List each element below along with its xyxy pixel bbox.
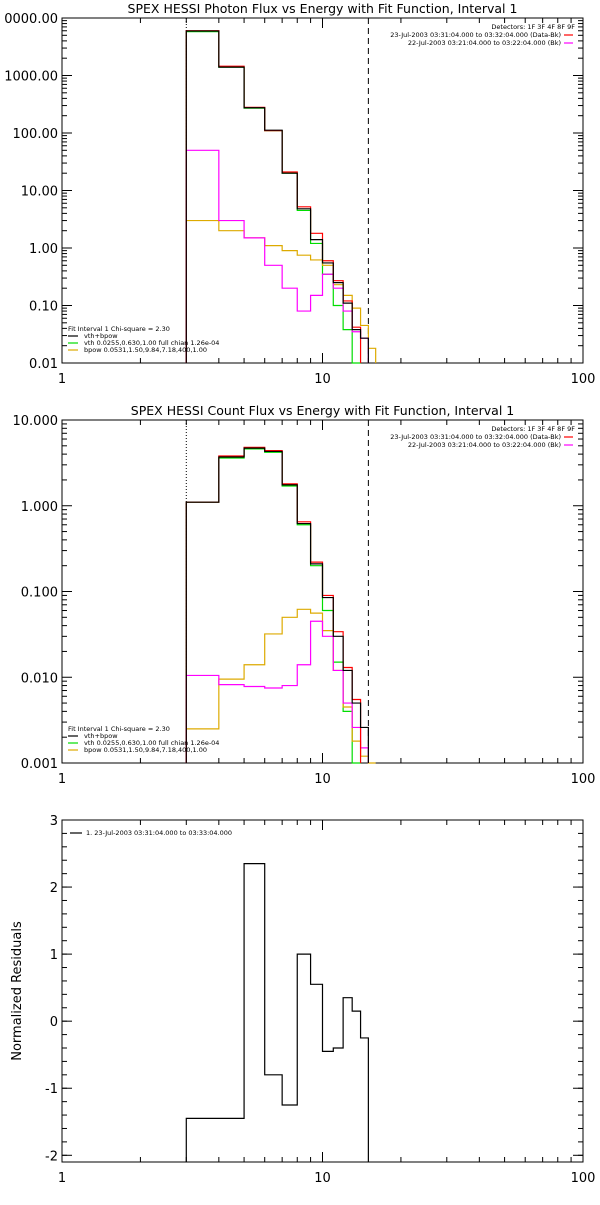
x-tick-label: 1 [58,372,66,387]
series-data [185,446,362,763]
series-bk [185,149,369,363]
time-legend-text: 23-Jul-2003 03:31:04.000 to 03:32:04.000… [390,433,561,441]
fit-legend-text: vth+bpow [84,732,118,740]
y-tick-label: 0000.00 [4,12,58,27]
series-total_fit [185,862,369,1162]
y-tick-label: 0.01 [29,357,58,372]
series-total_fit [185,30,369,363]
series-vth [185,31,361,364]
x-tick-label: 100 [571,1171,596,1186]
time-legend-text: 22-Jul-2003 03:21:04.000 to 03:22:04.000… [408,39,561,47]
fit-legend-text: bpow 0.0531,1.50,9.84,7.18,400,1.00 [84,746,207,754]
y-tick-label: 10.00 [21,185,58,200]
series-data [185,30,362,363]
fit-legend-text: vth+bpow [84,332,118,340]
y-tick-label: 0.010 [21,671,58,686]
fit-legend-text: Fit Interval 1 Chi-square = 2.30 [68,325,170,333]
series-bpow [185,608,376,764]
series-bk [185,620,369,763]
y-tick-label: -1 [45,1082,58,1097]
x-tick-label: 10 [314,372,331,387]
time-legend-text: 23-Jul-2003 03:31:04.000 to 03:32:04.000… [390,31,561,39]
detectors-label: Detectors: 1F 3F 4F 8F 9F [491,23,575,31]
chart-title-1: SPEX HESSI Photon Flux vs Energy with Fi… [128,1,518,16]
y-tick-label: 10.000 [13,414,59,429]
y-tick-label: 3 [50,814,58,829]
y-tick-label: 1.000 [21,500,58,515]
y-tick-label: 1.00 [29,242,58,257]
detectors-label: Detectors: 1F 3F 4F 8F 9F [491,425,575,433]
y-tick-label: 100.00 [13,127,59,142]
fit-legend-text: vth 0.0255,0.630,1.00 full chian 1.26e-0… [84,339,219,347]
plot-frame-1 [61,17,584,364]
x-tick-label: 100 [571,772,596,787]
series-total_fit [185,447,369,763]
time-legend-text: 22-Jul-2003 03:21:04.000 to 03:22:04.000… [408,441,561,449]
y-tick-label: 2 [50,881,58,896]
series-vth [185,448,361,764]
fit-legend-text: Fit Interval 1 Chi-square = 2.30 [68,725,170,733]
x-tick-label: 10 [314,772,331,787]
y-tick-label: 0.100 [21,586,58,601]
chart-title-2: SPEX HESSI Count Flux vs Energy with Fit… [131,403,514,418]
y-tick-label: 1000.00 [4,70,58,85]
x-tick-label: 1 [58,1171,66,1186]
y-tick-label: 0.001 [21,757,58,772]
y-tick-label: -2 [45,1149,58,1164]
y-tick-label: 0 [50,1015,58,1030]
x-tick-label: 1 [58,772,66,787]
residual-legend-text: 1. 23-Jul-2003 03:31:04.000 to 03:33:04.… [86,829,232,837]
x-tick-label: 100 [571,372,596,387]
fit-legend-text: bpow 0.0531,1.50,9.84,7.18,400,1.00 [84,346,207,354]
y-axis-label: Normalized Residuals [10,921,25,1061]
y-tick-label: 1 [50,948,58,963]
y-tick-label: 0.10 [29,300,58,315]
x-tick-label: 10 [314,1171,331,1186]
fit-legend-text: vth 0.0255,0.630,1.00 full chian 1.26e-0… [84,739,219,747]
